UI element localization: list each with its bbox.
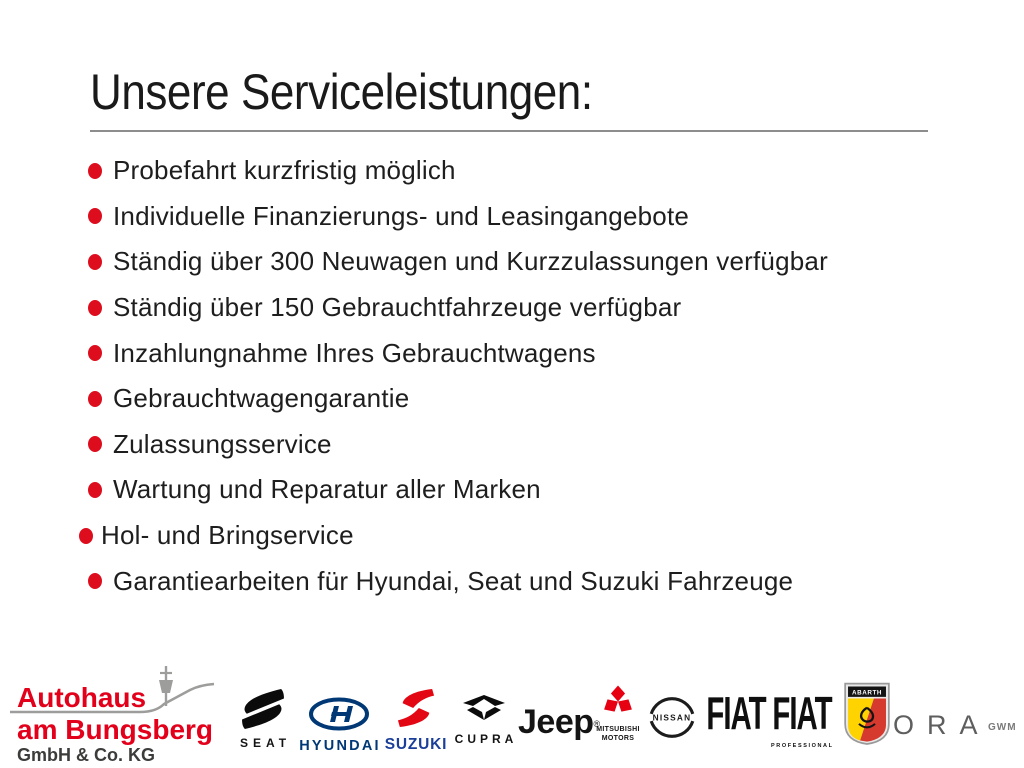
brand-cupra: CUPRA [445, 692, 523, 746]
fiat-wordmark: FIAT [706, 688, 766, 741]
list-item: Wartung und Reparatur aller Marken [0, 467, 1010, 513]
bullet-icon [88, 390, 102, 407]
seat-wordmark: SEAT [239, 736, 292, 750]
brand-mitsubishi: MITSUBISHI MOTORS [589, 685, 647, 743]
service-list: Probefahrt kurzfristig möglich Individue… [0, 148, 1010, 604]
list-item-label: Zulassungsservice [113, 428, 332, 459]
bullet-icon [88, 345, 102, 362]
list-item: Probefahrt kurzfristig möglich [0, 148, 1010, 194]
bullet-icon [88, 253, 102, 270]
list-item: Inzahlungnahme Ihres Gebrauchtwagens [0, 330, 1010, 376]
bullet-icon [79, 527, 93, 544]
seat-logo-icon [242, 689, 284, 729]
bungsberg-tower-icon [10, 666, 215, 714]
bullet-icon [88, 481, 102, 498]
suzuki-wordmark: SUZUKI [384, 736, 448, 753]
abarth-logo-icon: ABARTH [844, 682, 890, 745]
brand-abarth: ABARTH [843, 682, 891, 750]
registered-mark: ® [593, 719, 601, 729]
list-item: Garantiearbeiten für Hyundai, Seat und S… [0, 558, 1010, 604]
nissan-wordmark: NISSAN [653, 713, 692, 723]
list-item: Ständig über 300 Neuwagen und Kurzzulass… [0, 239, 1010, 285]
list-item-label: Ständig über 300 Neuwagen und Kurzzulass… [113, 246, 828, 277]
hyundai-logo-icon [309, 697, 369, 731]
bullet-icon [88, 208, 102, 225]
bullet-icon [88, 436, 102, 453]
cupra-wordmark: CUPRA [454, 732, 518, 746]
list-item-label: Probefahrt kurzfristig möglich [113, 155, 456, 186]
fiat-professional-wordmark: FIAT [772, 688, 832, 741]
jeep-wordmark: Jeep® [518, 703, 600, 741]
list-item: Ständig über 150 Gebrauchtfahrzeuge verf… [0, 285, 1010, 331]
mitsubishi-wordmark: MITSUBISHI MOTORS [596, 726, 640, 743]
bullet-icon [88, 299, 102, 316]
list-item: Hol- und Bringservice [0, 513, 1010, 559]
fiat-professional-sub-label: PROFESSIONAL [771, 743, 834, 749]
brand-suzuki: SUZUKI [374, 687, 458, 754]
ora-wordmark: ORA [893, 710, 991, 740]
list-item: Individuelle Finanzierungs- und Leasinga… [0, 194, 1010, 240]
company-name-line1: Autohaus [17, 682, 147, 713]
brand-seat: SEAT [222, 689, 304, 750]
list-item-label: Gebrauchtwagengarantie [113, 383, 410, 414]
list-item-label: Wartung und Reparatur aller Marken [113, 474, 541, 505]
mitsubishi-logo-icon [604, 685, 632, 712]
bullet-icon [88, 573, 102, 590]
title-underline [90, 130, 928, 132]
list-item: Zulassungsservice [0, 422, 1010, 468]
bullet-icon [88, 162, 102, 179]
suzuki-logo-icon [397, 689, 435, 727]
abarth-wordmark: ABARTH [852, 690, 882, 697]
company-legal-form: GmbH & Co. KG [17, 745, 155, 765]
brand-hyundai: HYUNDAI [297, 697, 381, 754]
list-item-label: Ständig über 150 Gebrauchtfahrzeuge verf… [113, 292, 682, 323]
gwm-label: GWM [988, 722, 1017, 733]
brand-fiat: FIAT [705, 688, 767, 750]
list-item: Gebrauchtwagengarantie [0, 376, 1010, 422]
hyundai-wordmark: HYUNDAI [299, 738, 381, 754]
brand-nissan: NISSAN [645, 690, 699, 749]
list-item-label: Individuelle Finanzierungs- und Leasinga… [113, 200, 690, 231]
brand-fiat-professional: FIAT PROFESSIONAL [771, 688, 834, 752]
company-name-line2: am Bungsberg [17, 714, 214, 745]
nissan-logo-icon: NISSAN [649, 697, 695, 738]
page-title: Unsere Serviceleistungen: [90, 64, 593, 120]
list-item-label: Hol- und Bringservice [101, 520, 354, 551]
brand-jeep: Jeep® [518, 705, 600, 739]
cupra-logo-icon [463, 695, 505, 720]
list-item-label: Garantiearbeiten für Hyundai, Seat und S… [113, 565, 794, 596]
brand-ora: ORA [893, 712, 1003, 739]
list-item-label: Inzahlungnahme Ihres Gebrauchtwagens [113, 337, 596, 368]
